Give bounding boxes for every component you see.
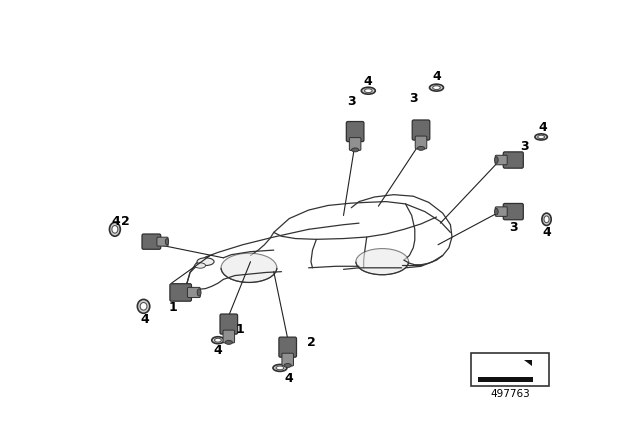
FancyBboxPatch shape [412,120,430,140]
Ellipse shape [284,363,291,367]
FancyBboxPatch shape [188,287,200,297]
Ellipse shape [417,146,424,151]
Ellipse shape [197,289,201,296]
FancyBboxPatch shape [503,152,524,168]
Ellipse shape [109,222,120,236]
Text: 2: 2 [307,336,316,349]
Text: 3: 3 [520,140,529,153]
Ellipse shape [214,338,221,342]
Text: 4: 4 [111,215,120,228]
Text: 4: 4 [141,313,150,326]
Ellipse shape [112,225,118,233]
Text: 4: 4 [214,344,222,357]
FancyBboxPatch shape [349,138,361,151]
FancyBboxPatch shape [495,155,507,165]
Ellipse shape [362,87,375,94]
FancyBboxPatch shape [220,314,237,334]
Text: 1: 1 [168,302,177,314]
Ellipse shape [165,239,169,245]
Ellipse shape [495,157,498,164]
Text: 2: 2 [120,215,129,228]
Ellipse shape [197,258,214,266]
FancyBboxPatch shape [495,207,507,216]
Text: 3: 3 [347,95,356,108]
FancyBboxPatch shape [415,136,427,149]
Text: 4: 4 [542,226,551,239]
Text: 4: 4 [364,75,372,88]
Polygon shape [524,360,532,366]
Ellipse shape [212,337,224,344]
FancyBboxPatch shape [157,237,168,246]
FancyBboxPatch shape [223,330,235,343]
Ellipse shape [542,213,551,225]
FancyBboxPatch shape [170,284,191,301]
Ellipse shape [544,216,549,223]
Ellipse shape [364,89,372,93]
Ellipse shape [140,302,147,310]
Text: 497763: 497763 [490,389,530,399]
Ellipse shape [433,86,440,90]
Ellipse shape [225,340,232,345]
FancyBboxPatch shape [346,121,364,142]
Ellipse shape [195,263,205,268]
Ellipse shape [535,134,547,140]
Text: 4: 4 [432,70,441,83]
Ellipse shape [276,366,284,370]
Text: 4: 4 [538,121,547,134]
Text: 3: 3 [509,221,518,234]
Bar [472,353,549,386]
Text: 3: 3 [409,92,417,105]
Ellipse shape [429,84,444,91]
Ellipse shape [356,249,408,275]
Ellipse shape [351,148,359,152]
Text: 4: 4 [285,372,294,385]
Text: 1: 1 [236,323,244,336]
Ellipse shape [221,253,277,282]
Ellipse shape [138,299,150,313]
FancyBboxPatch shape [282,353,294,366]
FancyBboxPatch shape [503,203,524,220]
FancyBboxPatch shape [142,234,161,249]
Ellipse shape [273,365,287,371]
Ellipse shape [538,135,545,138]
FancyBboxPatch shape [279,337,296,357]
Bar [477,377,533,382]
Ellipse shape [495,208,498,215]
